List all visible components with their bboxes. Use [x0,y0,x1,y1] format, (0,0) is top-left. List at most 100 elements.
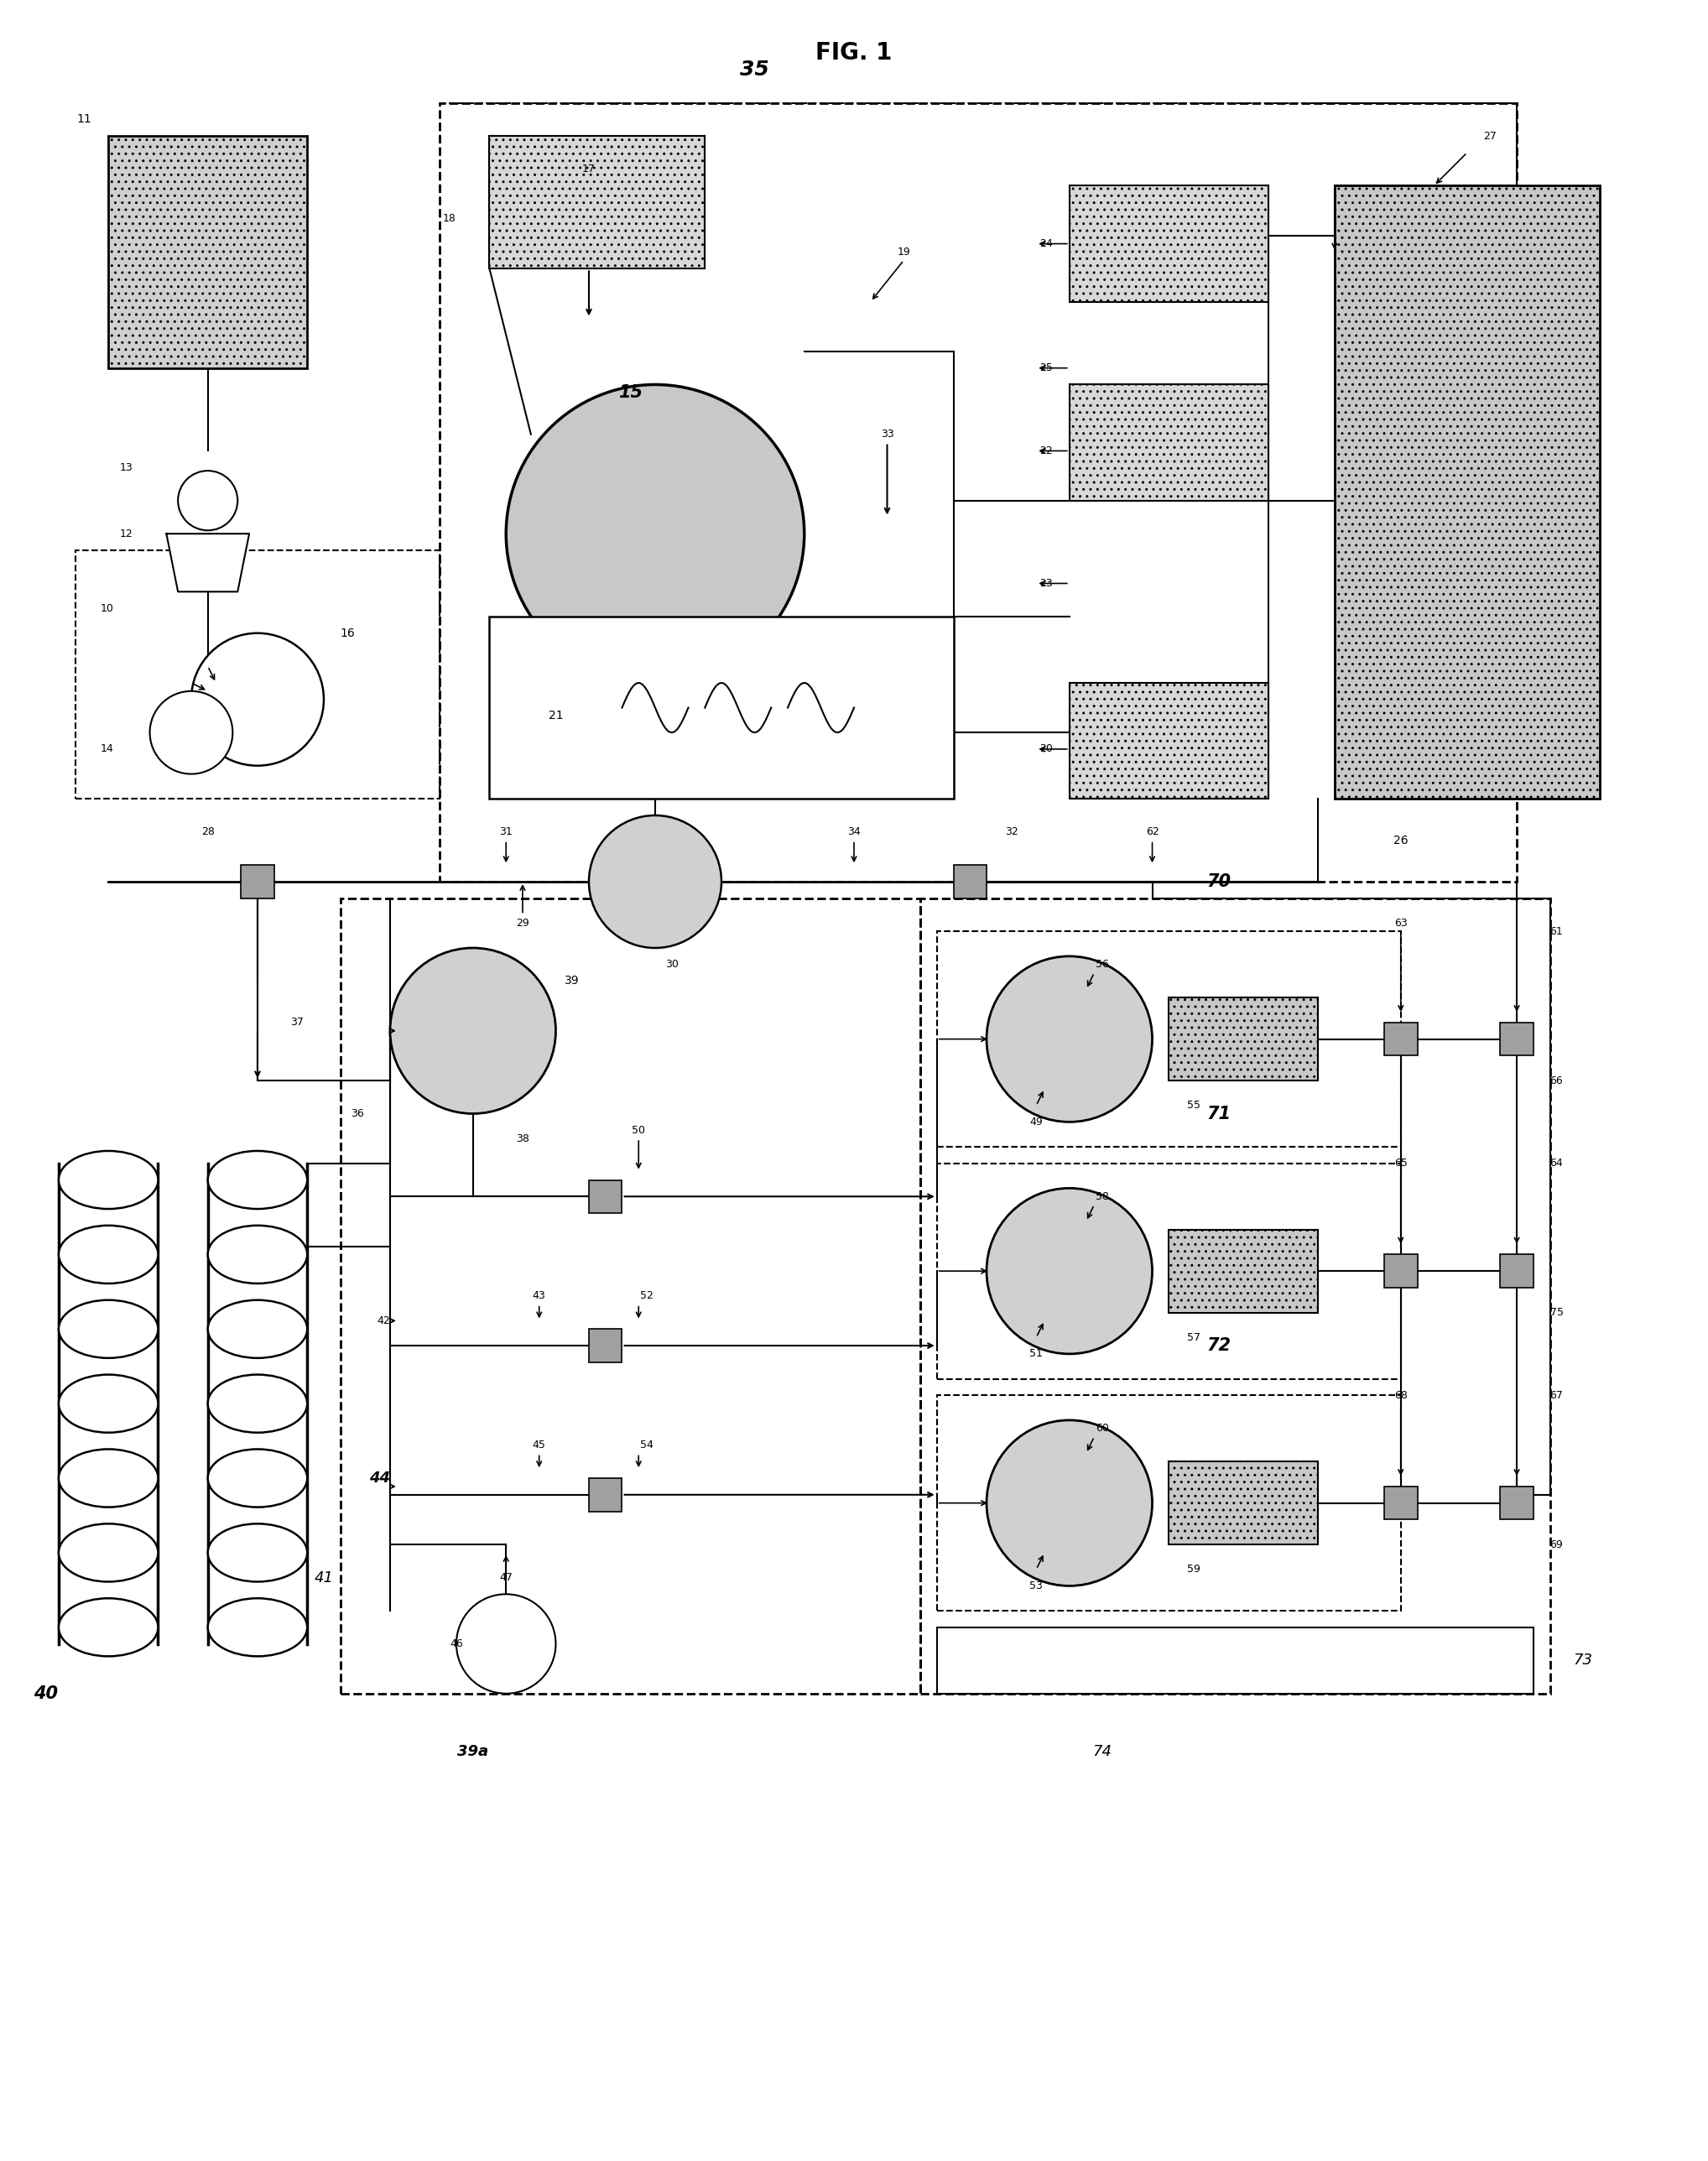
Text: 52: 52 [640,1290,654,1301]
Ellipse shape [58,1524,159,1582]
Text: 42: 42 [377,1316,389,1327]
Text: 62: 62 [1146,826,1158,838]
Text: 54: 54 [640,1439,654,1450]
Text: 71: 71 [1206,1104,1231,1122]
Bar [75,551,439,800]
Text: 24: 24 [1040,238,1052,249]
Bar [490,136,705,268]
Text: 39: 39 [565,975,579,988]
Text: 59: 59 [1187,1565,1201,1575]
Text: 29: 29 [516,918,529,929]
Bar [589,1478,622,1511]
Ellipse shape [58,1599,159,1655]
Bar [1500,1256,1534,1288]
Text: 47: 47 [499,1571,512,1584]
Ellipse shape [208,1599,307,1655]
Text: 56: 56 [1097,959,1108,970]
Bar [938,1163,1401,1379]
Text: 27: 27 [1484,130,1496,140]
Text: 51: 51 [1030,1348,1044,1359]
Bar [938,1396,1401,1610]
Bar [1500,1487,1534,1519]
Text: 33: 33 [881,428,893,439]
Polygon shape [166,534,249,592]
Ellipse shape [208,1152,307,1208]
Bar [439,104,1517,882]
Text: 74: 74 [1093,1744,1112,1759]
Bar [1069,683,1269,800]
Text: 63: 63 [1394,918,1407,929]
Text: 61: 61 [1549,925,1563,938]
Bar [921,899,1549,1694]
Circle shape [987,1420,1153,1586]
Circle shape [150,692,232,774]
Text: 57: 57 [1187,1331,1201,1342]
Text: 55: 55 [1187,1100,1201,1111]
Bar [1069,186,1269,303]
Bar [953,864,987,899]
Bar [108,136,307,367]
Bar [1383,1487,1418,1519]
Ellipse shape [58,1225,159,1284]
Text: 68: 68 [1394,1390,1407,1400]
Text: 46: 46 [449,1638,463,1649]
Text: 25: 25 [1040,363,1052,374]
Bar [1168,998,1319,1080]
Ellipse shape [58,1374,159,1433]
Text: 21: 21 [548,711,564,722]
Text: 28: 28 [202,826,215,838]
Circle shape [191,633,325,765]
Text: 38: 38 [516,1132,529,1143]
Text: 40: 40 [34,1686,58,1703]
Bar [1383,1256,1418,1288]
Bar [1334,186,1600,800]
Text: 43: 43 [533,1290,547,1301]
Bar [1168,1230,1319,1312]
Text: 31: 31 [499,826,512,838]
Text: 12: 12 [120,527,133,538]
Circle shape [456,1595,555,1694]
Ellipse shape [58,1450,159,1506]
Bar [938,931,1401,1147]
Text: 72: 72 [1206,1338,1231,1355]
Text: 18: 18 [442,214,456,225]
Text: 13: 13 [120,462,133,473]
Bar [589,1329,622,1361]
Bar [1383,1022,1418,1055]
Ellipse shape [208,1301,307,1357]
Text: 39a: 39a [458,1744,488,1759]
Text: 36: 36 [350,1109,364,1119]
Text: 34: 34 [847,826,861,838]
Circle shape [506,385,804,683]
Text: 19: 19 [897,246,910,257]
Text: 49: 49 [1030,1117,1044,1128]
Bar [938,1627,1534,1694]
Ellipse shape [208,1225,307,1284]
Circle shape [987,1189,1153,1355]
Text: 60: 60 [1097,1422,1108,1435]
Ellipse shape [58,1152,159,1208]
Text: 32: 32 [1004,826,1018,838]
Circle shape [589,815,721,949]
Text: FIG. 1: FIG. 1 [816,41,892,65]
Text: 15: 15 [618,385,642,402]
Text: 69: 69 [1549,1539,1563,1549]
Text: 26: 26 [1394,834,1407,847]
Text: 35: 35 [740,61,769,80]
Bar [1168,1461,1319,1545]
Text: 17: 17 [582,164,596,175]
Text: 30: 30 [664,959,678,970]
Text: 37: 37 [290,1018,304,1029]
Text: 65: 65 [1394,1158,1407,1169]
Text: 16: 16 [340,627,355,640]
Bar [490,616,953,800]
Circle shape [389,949,555,1113]
Text: 22: 22 [1040,445,1052,456]
Circle shape [987,955,1153,1122]
Text: 20: 20 [1040,743,1052,754]
Text: 67: 67 [1549,1390,1563,1400]
Text: 11: 11 [77,115,92,125]
Text: 41: 41 [314,1571,333,1586]
Ellipse shape [208,1450,307,1506]
Text: 14: 14 [101,743,113,754]
